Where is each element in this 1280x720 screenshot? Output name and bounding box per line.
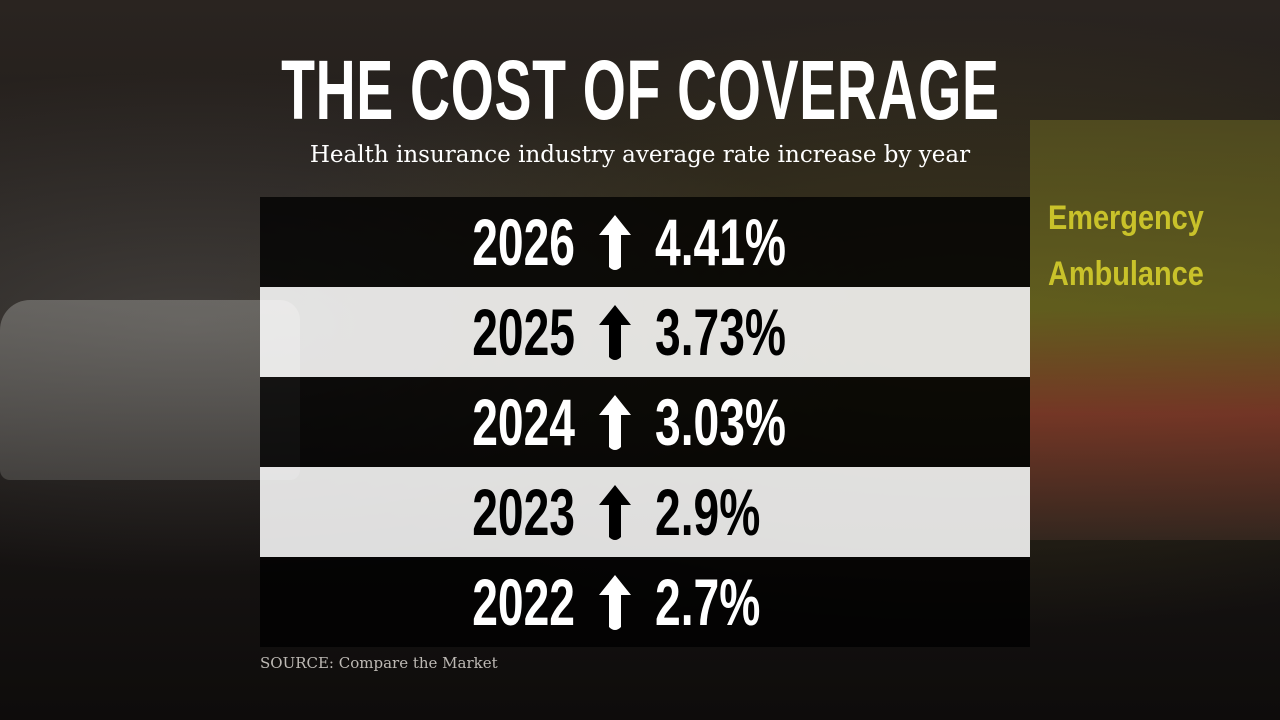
source-note: SOURCE: Compare the Market	[260, 654, 498, 672]
table-row: 2026 4.41%	[260, 197, 1030, 287]
row-rate-value: 3.73%	[655, 295, 786, 369]
ambulance-lettering: Emergency Ambulance	[1048, 199, 1204, 293]
row-rate-value: 3.03%	[655, 385, 786, 459]
row-rate-value: 4.41%	[655, 205, 786, 279]
up-arrow-icon	[575, 301, 655, 363]
up-arrow-icon	[575, 571, 655, 633]
page-title: THE COST OF COVERAGE	[280, 43, 1000, 137]
subtitle: Health insurance industry average rate i…	[309, 142, 971, 168]
row-year: 2023	[472, 475, 575, 549]
up-arrow-icon	[575, 481, 655, 543]
background-ambulance-left	[0, 300, 300, 480]
table-row: 2025 3.73%	[260, 287, 1030, 377]
table-row: 2024 3.03%	[260, 377, 1030, 467]
table-row: 2023 2.9%	[260, 467, 1030, 557]
row-rate-value: 2.7%	[655, 565, 761, 639]
background-ambulance-right	[1030, 120, 1280, 540]
row-year: 2022	[472, 565, 575, 639]
row-year: 2024	[472, 385, 575, 459]
row-rate-value: 2.9%	[655, 475, 761, 549]
table-row: 2022 2.7%	[260, 557, 1030, 647]
rate-table: 2026 4.41% 2025 3.73% 2024 3.03% 2023 2.9% 2022 2…	[260, 197, 1030, 647]
row-year: 2026	[472, 205, 575, 279]
up-arrow-icon	[575, 391, 655, 453]
row-year: 2025	[472, 295, 575, 369]
up-arrow-icon	[575, 211, 655, 273]
